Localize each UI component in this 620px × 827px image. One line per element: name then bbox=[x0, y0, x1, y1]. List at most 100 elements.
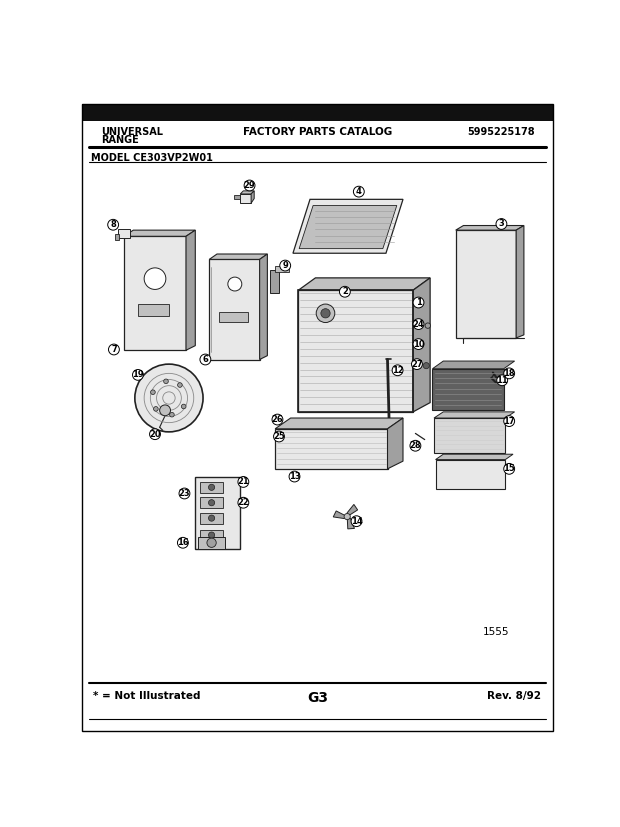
Text: 4: 4 bbox=[356, 187, 361, 196]
Circle shape bbox=[244, 180, 255, 191]
Text: MODEL CE303VP2W01: MODEL CE303VP2W01 bbox=[92, 153, 213, 163]
Polygon shape bbox=[516, 226, 524, 338]
Bar bbox=[434, 418, 505, 452]
Bar bbox=[298, 290, 413, 412]
Polygon shape bbox=[435, 454, 513, 460]
Bar bbox=[82, 104, 554, 121]
Circle shape bbox=[496, 218, 507, 229]
Circle shape bbox=[238, 497, 249, 508]
Bar bbox=[435, 460, 505, 489]
Bar bbox=[138, 304, 169, 317]
Polygon shape bbox=[413, 278, 430, 412]
Circle shape bbox=[344, 514, 350, 519]
Bar bbox=[200, 497, 223, 508]
Circle shape bbox=[207, 538, 216, 547]
Circle shape bbox=[410, 440, 421, 452]
Polygon shape bbox=[293, 199, 403, 253]
Polygon shape bbox=[388, 418, 403, 469]
Circle shape bbox=[108, 219, 118, 230]
Circle shape bbox=[154, 407, 158, 411]
Circle shape bbox=[503, 416, 515, 427]
Bar bbox=[219, 312, 248, 322]
Circle shape bbox=[497, 375, 508, 385]
Text: 18: 18 bbox=[503, 369, 515, 378]
Circle shape bbox=[151, 390, 155, 394]
Polygon shape bbox=[334, 511, 347, 519]
Text: 7: 7 bbox=[111, 345, 117, 354]
Polygon shape bbox=[210, 254, 267, 260]
Text: 22: 22 bbox=[237, 498, 249, 507]
Text: 24: 24 bbox=[413, 319, 424, 328]
Text: 27: 27 bbox=[411, 360, 423, 369]
Bar bbox=[234, 194, 241, 198]
Text: 26: 26 bbox=[272, 415, 283, 424]
Text: 23: 23 bbox=[179, 489, 190, 498]
Circle shape bbox=[170, 413, 174, 417]
Text: 19: 19 bbox=[132, 370, 144, 380]
Text: Rev. 8/92: Rev. 8/92 bbox=[487, 691, 541, 700]
Circle shape bbox=[179, 488, 190, 499]
Polygon shape bbox=[347, 517, 355, 529]
Polygon shape bbox=[186, 230, 195, 351]
Text: * = Not Illustrated: * = Not Illustrated bbox=[93, 691, 200, 700]
Bar bbox=[200, 482, 223, 493]
Circle shape bbox=[272, 414, 283, 425]
Text: 8: 8 bbox=[110, 220, 116, 229]
Circle shape bbox=[321, 308, 330, 318]
Circle shape bbox=[413, 318, 424, 329]
Text: 10: 10 bbox=[413, 340, 424, 349]
Text: 28: 28 bbox=[410, 442, 421, 450]
Text: 21: 21 bbox=[237, 477, 249, 486]
Bar bbox=[118, 228, 130, 238]
Polygon shape bbox=[260, 254, 267, 360]
Bar bbox=[456, 230, 516, 338]
Bar bbox=[195, 476, 241, 549]
Polygon shape bbox=[456, 226, 524, 230]
Circle shape bbox=[164, 379, 168, 384]
Polygon shape bbox=[298, 278, 430, 290]
Text: 14: 14 bbox=[351, 517, 362, 526]
Circle shape bbox=[159, 405, 170, 416]
Text: 17: 17 bbox=[503, 417, 515, 426]
Circle shape bbox=[108, 344, 120, 355]
Text: 2: 2 bbox=[342, 287, 348, 296]
Text: 16: 16 bbox=[177, 538, 188, 547]
Polygon shape bbox=[241, 191, 254, 194]
Text: 5995225178: 5995225178 bbox=[467, 127, 534, 137]
Polygon shape bbox=[275, 418, 403, 429]
Text: 12: 12 bbox=[392, 366, 404, 375]
Circle shape bbox=[423, 362, 429, 369]
Circle shape bbox=[392, 365, 403, 375]
Circle shape bbox=[353, 186, 365, 197]
Circle shape bbox=[200, 354, 211, 365]
Circle shape bbox=[413, 339, 424, 350]
Bar bbox=[275, 265, 289, 272]
Circle shape bbox=[144, 268, 166, 289]
Text: 15: 15 bbox=[503, 464, 515, 473]
Circle shape bbox=[182, 404, 186, 409]
Text: 20: 20 bbox=[149, 430, 161, 438]
Text: 6: 6 bbox=[203, 355, 208, 364]
Bar bbox=[270, 270, 279, 294]
Circle shape bbox=[340, 286, 350, 297]
Text: 11: 11 bbox=[497, 375, 508, 385]
Polygon shape bbox=[433, 361, 515, 369]
Bar bbox=[210, 260, 260, 360]
Circle shape bbox=[412, 359, 422, 370]
Text: FACTORY PARTS CATALOG: FACTORY PARTS CATALOG bbox=[243, 127, 392, 137]
Text: 13: 13 bbox=[289, 472, 300, 481]
Bar bbox=[241, 194, 251, 203]
Text: UNIVERSAL: UNIVERSAL bbox=[100, 127, 162, 137]
Circle shape bbox=[133, 370, 143, 380]
Circle shape bbox=[413, 297, 424, 308]
Bar bbox=[115, 234, 119, 240]
Polygon shape bbox=[347, 504, 358, 517]
Polygon shape bbox=[251, 191, 254, 203]
Circle shape bbox=[208, 485, 215, 490]
Circle shape bbox=[425, 323, 430, 328]
Circle shape bbox=[228, 277, 242, 291]
Circle shape bbox=[316, 304, 335, 323]
Text: 3: 3 bbox=[498, 219, 504, 228]
Text: 1: 1 bbox=[415, 298, 422, 307]
Text: RANGE: RANGE bbox=[100, 135, 138, 145]
